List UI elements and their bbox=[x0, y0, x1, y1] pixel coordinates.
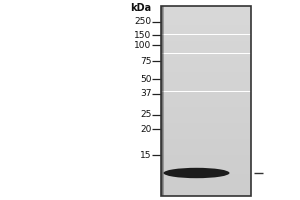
Bar bbox=[160, 158, 250, 161]
Bar bbox=[160, 47, 250, 50]
Bar bbox=[160, 123, 250, 126]
Bar bbox=[160, 110, 250, 114]
Bar bbox=[160, 139, 250, 142]
Bar bbox=[160, 6, 164, 196]
Bar bbox=[160, 6, 250, 196]
Bar bbox=[160, 76, 250, 79]
Text: 50: 50 bbox=[140, 74, 152, 84]
Bar bbox=[160, 31, 250, 34]
Bar bbox=[160, 117, 250, 120]
Bar bbox=[160, 171, 250, 174]
Bar bbox=[160, 25, 250, 28]
Bar bbox=[160, 155, 250, 158]
Bar bbox=[160, 63, 250, 66]
Bar bbox=[160, 6, 161, 196]
Text: 15: 15 bbox=[140, 150, 152, 160]
Text: 25: 25 bbox=[140, 110, 152, 119]
Bar bbox=[160, 6, 250, 9]
Bar bbox=[160, 6, 164, 196]
Bar bbox=[160, 82, 250, 85]
Text: 250: 250 bbox=[134, 18, 152, 26]
Bar bbox=[160, 161, 250, 164]
Bar bbox=[160, 85, 250, 88]
Bar bbox=[160, 79, 250, 82]
Bar bbox=[160, 148, 250, 152]
Bar bbox=[160, 130, 250, 133]
Bar bbox=[160, 6, 161, 196]
Bar bbox=[160, 107, 250, 110]
Bar bbox=[160, 12, 250, 16]
Bar bbox=[160, 183, 250, 186]
Bar bbox=[160, 152, 250, 155]
Bar bbox=[160, 6, 162, 196]
Bar bbox=[160, 6, 162, 196]
Bar bbox=[160, 72, 250, 76]
Bar bbox=[160, 177, 250, 180]
Bar bbox=[160, 142, 250, 145]
Bar bbox=[160, 44, 250, 47]
Bar bbox=[160, 38, 250, 41]
Bar bbox=[160, 6, 164, 196]
Bar bbox=[160, 6, 161, 196]
Bar bbox=[160, 66, 250, 69]
Bar bbox=[160, 186, 250, 190]
Bar bbox=[160, 69, 250, 72]
Bar bbox=[160, 6, 163, 196]
Bar bbox=[160, 133, 250, 136]
Bar bbox=[160, 174, 250, 177]
Bar bbox=[160, 101, 250, 104]
Bar bbox=[160, 6, 161, 196]
Bar bbox=[160, 95, 250, 98]
Bar bbox=[160, 34, 250, 38]
Bar bbox=[160, 6, 163, 196]
Bar bbox=[160, 6, 162, 196]
Bar bbox=[160, 22, 250, 25]
Bar bbox=[160, 53, 250, 57]
Text: 37: 37 bbox=[140, 90, 152, 98]
Bar bbox=[160, 6, 163, 196]
Bar bbox=[160, 114, 250, 117]
Bar bbox=[160, 6, 162, 196]
Bar bbox=[160, 136, 250, 139]
Text: kDa: kDa bbox=[130, 3, 152, 13]
Bar bbox=[160, 180, 250, 183]
Ellipse shape bbox=[164, 168, 230, 178]
Bar bbox=[160, 92, 250, 95]
Bar bbox=[160, 168, 250, 171]
Bar bbox=[160, 6, 163, 196]
Text: 75: 75 bbox=[140, 56, 152, 66]
Bar bbox=[160, 6, 163, 196]
Bar bbox=[160, 126, 250, 130]
Bar bbox=[160, 28, 250, 31]
Bar bbox=[160, 50, 250, 53]
Bar bbox=[160, 6, 164, 196]
Text: 20: 20 bbox=[140, 124, 152, 134]
Bar bbox=[160, 104, 250, 107]
Text: 100: 100 bbox=[134, 40, 152, 49]
Bar bbox=[160, 164, 250, 168]
Bar bbox=[160, 6, 164, 196]
Bar bbox=[160, 120, 250, 123]
Bar bbox=[160, 193, 250, 196]
Bar bbox=[160, 57, 250, 60]
Bar bbox=[160, 60, 250, 63]
Bar bbox=[160, 98, 250, 101]
Bar bbox=[160, 41, 250, 44]
Bar bbox=[160, 6, 162, 196]
Bar bbox=[160, 19, 250, 22]
Bar bbox=[160, 16, 250, 19]
Text: 150: 150 bbox=[134, 30, 152, 40]
Bar bbox=[160, 145, 250, 148]
Bar bbox=[160, 190, 250, 193]
Bar bbox=[160, 88, 250, 91]
Bar bbox=[160, 9, 250, 12]
